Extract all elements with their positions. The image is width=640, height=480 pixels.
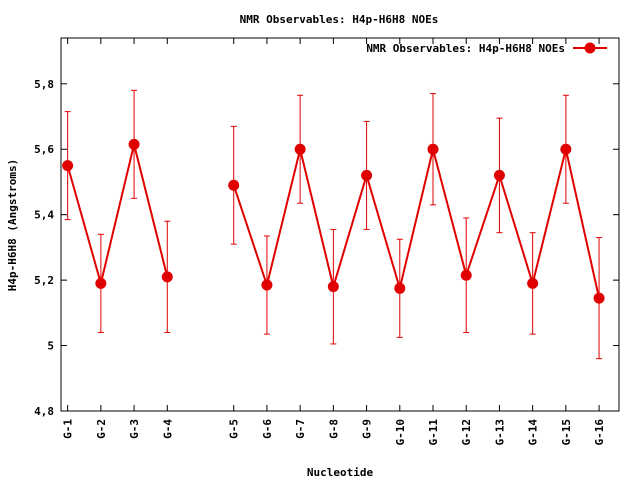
x-axis-label: Nucleotide <box>307 466 374 479</box>
x-tick-label: G-12 <box>460 419 473 446</box>
error-bars <box>64 89 603 360</box>
y-tick-label: 4,8 <box>34 405 54 418</box>
data-point <box>62 160 74 172</box>
x-tick-label: G-16 <box>593 419 606 446</box>
data-point <box>527 277 539 289</box>
x-tick-label: G-10 <box>394 419 407 446</box>
data-point <box>228 179 240 191</box>
data-point <box>361 169 373 181</box>
x-tick-label: G-3 <box>128 419 141 439</box>
x-tick-label: G-11 <box>427 419 440 446</box>
legend-label: NMR Observables: H4p-H6H8 NOEs <box>366 42 565 55</box>
data-points <box>62 138 605 304</box>
data-point <box>560 143 572 155</box>
y-axis-label: H4p-H6H8 (Angstroms) <box>6 159 19 291</box>
data-point <box>161 271 173 283</box>
x-tick-label: G-2 <box>95 419 108 439</box>
legend: NMR Observables: H4p-H6H8 NOEs <box>366 42 607 55</box>
x-tick-label: G-4 <box>161 419 174 439</box>
data-point <box>593 292 605 304</box>
y-tick-label: 5,6 <box>34 143 54 156</box>
data-point <box>294 143 306 155</box>
y-tick-label: 5,8 <box>34 78 54 91</box>
y-tick-label: 5,2 <box>34 274 54 287</box>
y-tick-label: 5 <box>47 340 54 353</box>
x-tick-label: G-6 <box>261 419 274 439</box>
x-tick-label: G-15 <box>560 419 573 446</box>
x-tick-label: G-5 <box>228 419 241 439</box>
x-tick-label: G-14 <box>527 419 540 446</box>
x-tick-label: G-13 <box>493 419 506 446</box>
series-line <box>66 144 601 299</box>
y-tick-labels: 4,8 5 5,2 5,4 5,6 5,8 <box>34 78 54 418</box>
data-point <box>327 281 339 293</box>
x-tick-label: G-7 <box>294 419 307 439</box>
data-point <box>128 138 140 150</box>
legend-marker <box>584 42 596 54</box>
x-tick-labels: G-1 G-2 G-3 G-4 G-5 G-6 G-7 G-8 G-9 G-10 G-11 G-12 G… <box>62 419 606 446</box>
data-point <box>493 169 505 181</box>
plot-area-frame <box>60 37 620 412</box>
y-tick-label: 5,4 <box>34 209 54 222</box>
data-point <box>261 279 273 291</box>
data-point <box>95 277 107 289</box>
data-point <box>427 143 439 155</box>
data-point <box>460 269 472 281</box>
x-tick-label: G-9 <box>361 419 374 439</box>
axis-ticks <box>61 38 619 412</box>
series-line-segment <box>66 144 169 288</box>
series-line-segment <box>232 148 601 299</box>
data-point <box>394 282 406 294</box>
x-tick-label: G-8 <box>327 419 340 439</box>
x-tick-label: G-1 <box>62 419 75 439</box>
chart-title: NMR Observables: H4p-H6H8 NOEs <box>240 13 439 26</box>
